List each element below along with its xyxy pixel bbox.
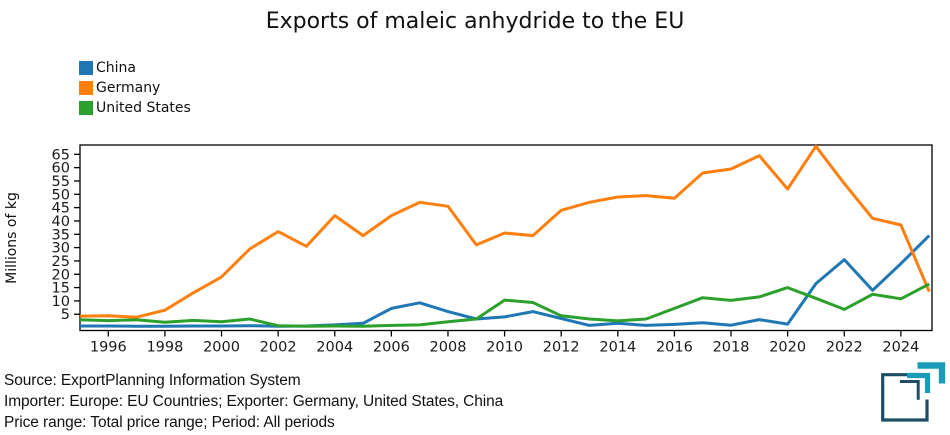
logo-square-outline [881,373,929,422]
legend-item-united-states: United States [79,98,191,118]
y-tick-label: 30 [52,241,70,257]
series-line-germany [79,144,931,319]
legend-item-china: China [79,58,191,78]
logo-arrow-mid [907,372,931,393]
x-tick-label: 1998 [146,340,183,356]
footer-source-line: Source: ExportPlanning Information Syste… [4,372,301,389]
legend: China Germany United States [79,58,191,118]
legend-label: Germany [96,80,161,96]
y-tick-label: 10 [52,294,70,310]
series-line-china [80,234,931,328]
x-tick-label: 2022 [826,340,863,356]
x-tick-label: 2016 [656,340,693,356]
exportplanning-logo [881,362,946,422]
x-tick-label: 1996 [90,340,127,356]
legend-item-germany: Germany [79,78,191,98]
x-tick-label: 2024 [882,340,919,356]
footer-price-range-line: Price range: Total price range; Period: … [4,414,335,431]
legend-swatch [79,61,93,75]
x-tick-label: 2020 [769,340,806,356]
x-tick-label: 2006 [373,340,410,356]
y-tick-label: 65 [52,147,70,163]
y-tick-label: 40 [52,214,70,230]
y-tick-label: 55 [52,174,70,190]
legend-swatch [79,81,93,95]
y-tick-label: 35 [52,227,70,243]
logo-inner-bracket [900,380,920,400]
x-tick-label: 2000 [203,340,240,356]
y-tick-label: 25 [52,254,70,270]
x-tick-label: 2008 [430,340,467,356]
plot-frame [79,144,933,332]
x-tick-label: 2012 [543,340,580,356]
x-tick-label: 2010 [486,340,523,356]
chart-title: Exports of maleic anhydride to the EU [265,9,685,34]
y-tick-label: 50 [52,187,70,203]
legend-label: United States [96,100,191,116]
y-tick-label: 60 [52,161,70,177]
y-tick-label: 5 [61,307,70,323]
x-tick-label: 2014 [599,340,636,356]
legend-swatch [79,101,93,115]
series-line-united-states [79,282,930,328]
y-tick-label: 15 [52,281,70,297]
footer: Source: ExportPlanning Information Syste… [4,370,503,433]
x-tick-label: 2004 [316,340,353,356]
x-tick-label: 2002 [260,340,297,356]
y-tick-label: 20 [52,267,70,283]
logo-arrow-outer [917,362,946,384]
x-tick-label: 2018 [713,340,750,356]
y-tick-label: 45 [52,201,70,217]
footer-importer-line: Importer: Europe: EU Countries; Exporter… [4,393,504,410]
legend-label: China [96,60,136,76]
